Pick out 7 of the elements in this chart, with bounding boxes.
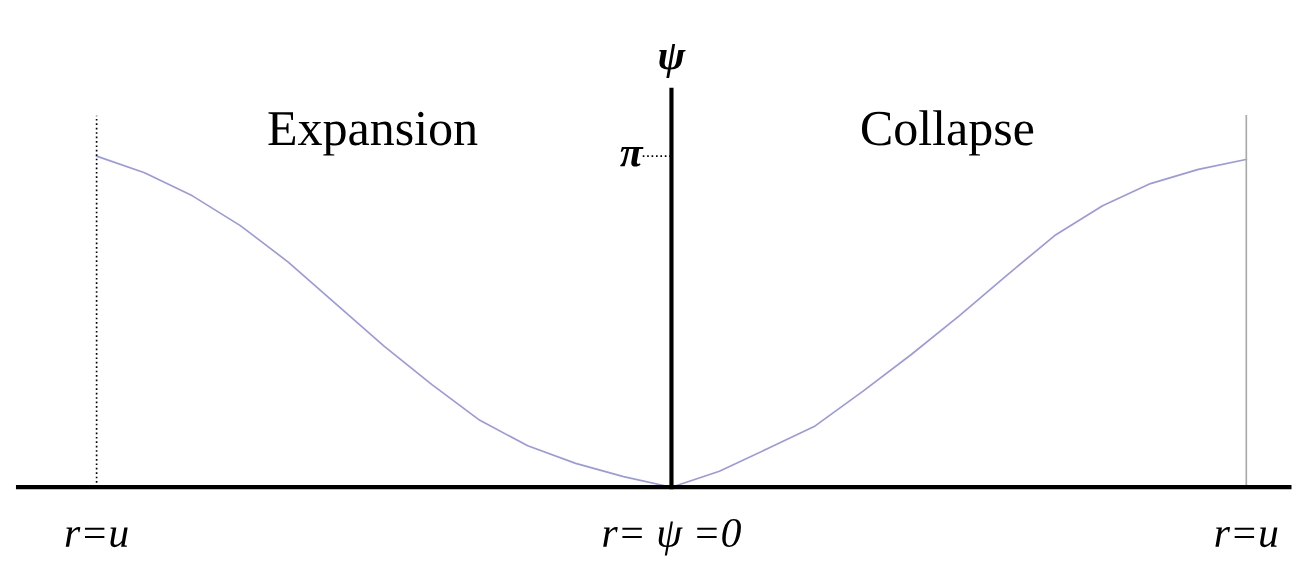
x-tick-label: r=u [65,527,128,548]
text: Collapse [861,110,1034,156]
y-axis-title: ψ [659,44,686,78]
x-tick-label: r= ψ =0 [603,518,741,556]
annotation: π [620,147,644,167]
x-tick-label: r=u [1215,527,1278,548]
text: Expansion [268,111,478,156]
